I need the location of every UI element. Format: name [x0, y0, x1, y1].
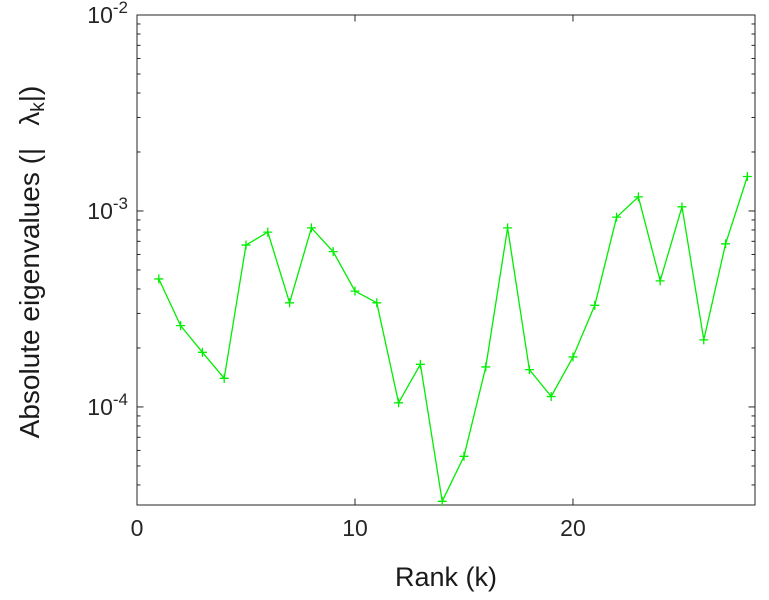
plus-marker — [394, 398, 404, 408]
plus-marker — [546, 392, 556, 402]
x-tick-label: 20 — [560, 515, 586, 541]
plus-marker — [721, 239, 731, 249]
y-axis-label-prefix: Absolute eigenvalues (| — [14, 147, 45, 439]
x-tick-labels: 0 10 20 — [131, 515, 586, 541]
plus-marker — [524, 365, 534, 375]
axis-ticks — [136, 14, 755, 505]
x-axis-label: Rank (k) — [394, 562, 497, 592]
y-tick-labels: 10-2 10-3 10-4 — [87, 0, 128, 420]
plus-marker — [655, 276, 665, 286]
plus-marker — [219, 373, 229, 383]
plus-marker — [372, 298, 382, 308]
y-tick-label: 10-2 — [87, 0, 128, 28]
plus-marker — [503, 223, 513, 233]
eigenvalue-series-line — [158, 176, 749, 502]
plus-marker — [197, 347, 207, 357]
plot-box — [136, 14, 756, 506]
plus-marker — [350, 286, 360, 296]
plus-marker — [742, 171, 752, 181]
plus-marker — [699, 335, 709, 345]
plus-marker — [176, 321, 186, 331]
plus-marker — [306, 223, 316, 233]
lambda-symbol: λ — [14, 111, 45, 126]
plus-marker — [241, 240, 251, 250]
lambda-subscript: k — [27, 102, 49, 112]
plus-marker — [568, 352, 578, 362]
x-tick-label: 10 — [342, 515, 368, 541]
plus-marker — [263, 227, 273, 237]
plus-marker — [459, 451, 469, 461]
series-markers — [154, 171, 752, 506]
plus-marker — [415, 359, 425, 369]
plus-marker — [328, 247, 338, 257]
y-axis-label: Absolute eigenvalues (| λk|) — [14, 0, 49, 574]
plus-marker — [285, 298, 295, 308]
plus-marker — [590, 300, 600, 310]
y-tick-label: 10-4 — [87, 390, 128, 420]
y-axis-label-suffix: |) — [14, 85, 45, 103]
plus-marker — [437, 496, 447, 506]
plus-marker — [481, 362, 491, 372]
plus-marker — [677, 202, 687, 212]
y-tick-label: 10-3 — [87, 194, 128, 224]
x-tick-label: 0 — [131, 515, 144, 541]
plus-marker — [612, 212, 622, 222]
plus-marker — [633, 192, 643, 202]
plus-marker — [154, 274, 164, 284]
